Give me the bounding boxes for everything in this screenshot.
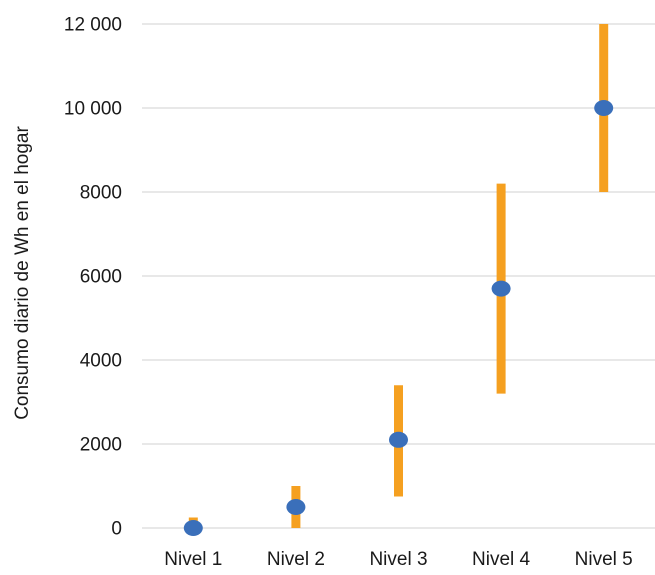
data-point (286, 499, 306, 515)
y-tick-label: 10 000 (64, 99, 122, 120)
y-tick-labels: 0 2000 4000 6000 8000 10 000 12 000 (64, 15, 122, 540)
y-tick-label: 4000 (80, 351, 122, 372)
x-tick-label: Nivel 3 (369, 549, 427, 570)
y-tick-label: 2000 (80, 435, 122, 456)
y-tick-label: 0 (111, 519, 122, 540)
y-tick-label: 6000 (80, 267, 122, 288)
y-tick-label: 8000 (80, 183, 122, 204)
data-point (594, 100, 614, 116)
x-tick-label: Nivel 4 (472, 549, 531, 570)
data-points (183, 100, 614, 536)
x-tick-label: Nivel 1 (164, 549, 222, 570)
data-point (389, 431, 408, 448)
x-tick-label: Nivel 5 (575, 549, 633, 570)
x-tick-labels: Nivel 1 Nivel 2 Nivel 3 Nivel 4 Nivel 5 (164, 549, 632, 570)
y-axis-title: Consumo diario de Wh en el hogar (12, 126, 33, 420)
gridlines (142, 23, 655, 529)
data-point (183, 520, 203, 536)
y-tick-label: 12 000 (64, 15, 122, 36)
x-tick-label: Nivel 2 (267, 549, 325, 570)
data-point (491, 280, 511, 297)
